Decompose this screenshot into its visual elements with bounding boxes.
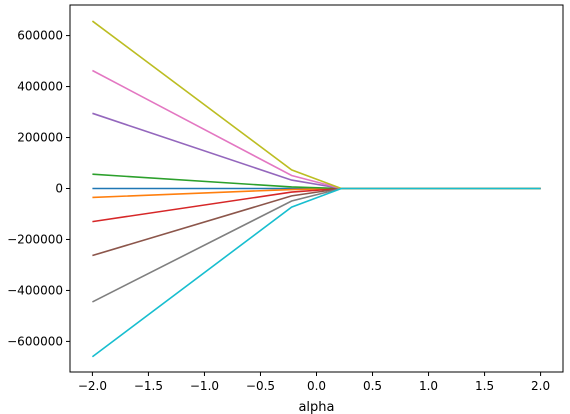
series-line-9 (91, 187, 541, 358)
series-line-8 (91, 20, 541, 190)
series-line-7 (92, 187, 541, 303)
y-tick-label: −400000 (7, 283, 63, 297)
y-tick-label: −200000 (7, 232, 63, 246)
series-line-3 (92, 187, 541, 223)
y-tick-label: 600000 (17, 29, 63, 43)
series-line-4 (92, 112, 541, 190)
series-layer (91, 20, 541, 358)
x-tick-label: 1.0 (419, 379, 438, 393)
x-tick-label: 1.5 (475, 379, 494, 393)
y-tick-label: 0 (55, 182, 63, 196)
y-axis-ticks: 600000 400000 200000 0 −200000 −400000 −600000 (7, 29, 70, 348)
x-tick-label: 2.0 (531, 379, 550, 393)
x-tick-label: −2.0 (78, 379, 107, 393)
y-tick-label: 200000 (17, 131, 63, 145)
x-tick-label: −0.5 (246, 379, 275, 393)
x-tick-label: −1.5 (134, 379, 163, 393)
x-axis-label: alpha (298, 400, 334, 414)
y-tick-label: −600000 (7, 334, 63, 348)
x-axis-ticks: −2.0 −1.5 −1.0 −0.5 0.0 0.5 1.0 1.5 2.0 (78, 372, 550, 393)
x-tick-label: 0.0 (307, 379, 326, 393)
x-tick-label: 0.5 (363, 379, 382, 393)
x-tick-label: −1.0 (190, 379, 219, 393)
series-line-6 (92, 69, 541, 190)
y-tick-label: 400000 (17, 80, 63, 94)
